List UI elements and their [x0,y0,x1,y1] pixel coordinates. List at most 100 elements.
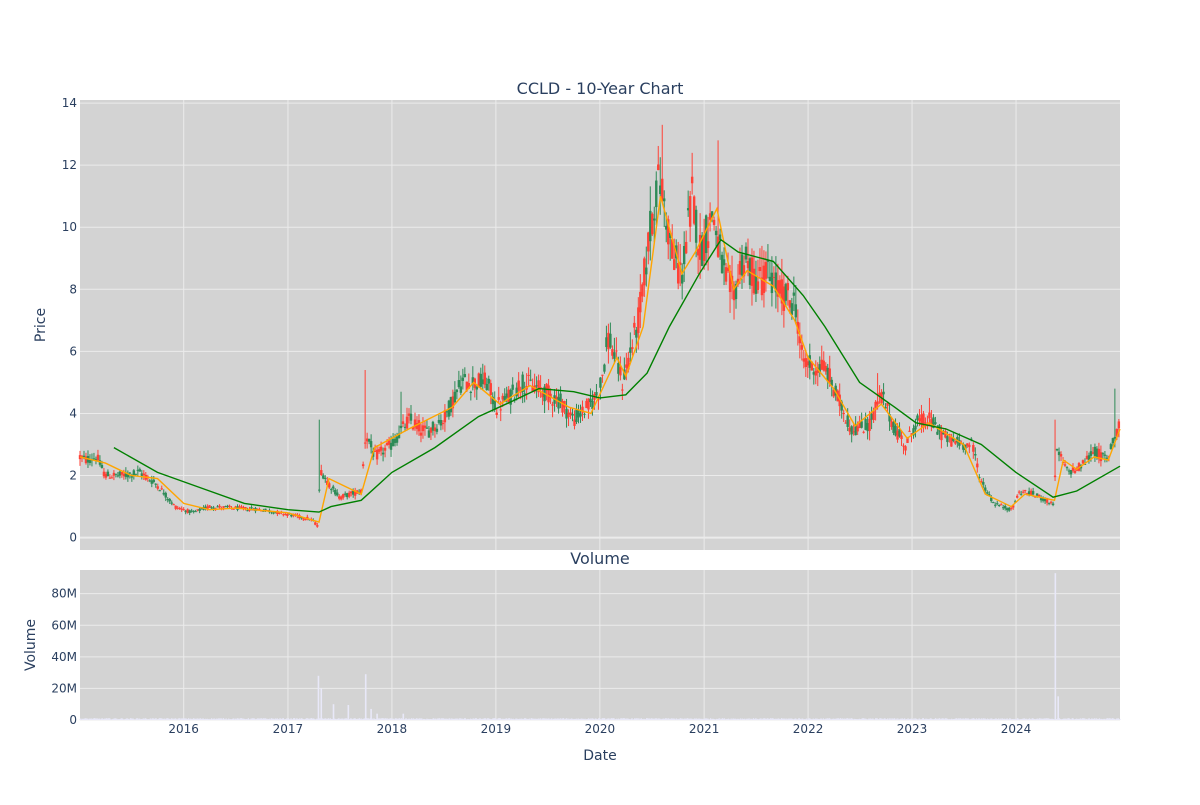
volume-bar [616,718,618,720]
volume-bar [657,718,660,720]
candle-body [920,414,923,425]
price-tick-label: 0 [69,531,77,545]
volume-tick-label: 60M [51,618,77,632]
volume-bar [688,718,690,720]
volume-bar [1096,718,1098,720]
volume-bar [794,718,796,720]
candle-body [1057,451,1061,456]
volume-subplot-title: Volume [570,549,630,568]
price-tick-label: 4 [69,406,77,420]
volume-bar [834,718,837,720]
volume-bar [777,718,779,720]
volume-bar [692,719,694,720]
volume-bar [396,718,398,720]
volume-bar [233,718,235,720]
volume-bar [1061,719,1063,720]
volume-bar [494,718,496,720]
candle-body [1051,503,1055,506]
candle-body [264,508,267,511]
volume-bar [733,718,736,720]
volume-bar [427,719,429,720]
volume-bar [445,718,447,720]
volume-bar [610,718,612,720]
candle-body [284,513,287,515]
candle-body [491,396,494,405]
volume-bar [627,718,629,720]
volume-bar [852,719,854,720]
volume-bar [926,719,928,720]
volume-bar [138,718,140,720]
volume-bar [798,718,801,720]
volume-bar [117,719,119,720]
volume-bar [254,719,256,720]
candle-body [637,307,640,334]
volume-bar [903,718,905,720]
candle-body [1019,493,1023,495]
volume-bar [956,718,958,720]
candle-body [1083,463,1087,465]
candle-body [218,505,221,508]
volume-bar [99,718,101,720]
volume-bar [716,718,718,720]
volume-bar [698,718,701,720]
candle-body [1023,490,1027,492]
candle-body [206,506,209,509]
volume-bar [775,718,777,720]
volume-bar [119,719,121,720]
volume-bar [223,719,226,720]
volume-bar [1091,718,1093,720]
volume-bar [216,718,219,720]
candle-body [1041,497,1045,501]
volume-bar [492,718,494,720]
volume-bar [391,718,393,720]
volume-bar [482,718,484,720]
volume-bar [382,718,384,720]
candle-body [168,498,171,502]
candle-body [900,435,903,440]
volume-bar [743,718,745,720]
volume-bar [643,718,645,720]
candle-body [764,262,768,279]
volume-bar [252,718,255,720]
volume-bar [843,718,845,720]
candle-body [1065,467,1069,469]
volume-bar [423,718,425,720]
volume-bar [592,718,595,720]
volume-bar [274,719,276,720]
volume-bar [897,718,899,720]
volume-bar [420,718,422,720]
volume-bar [158,718,161,720]
volume-bar [590,718,592,720]
volume-bar [972,718,974,720]
volume-bar [892,718,895,720]
volume-bar [522,719,524,720]
volume-bar [689,718,691,720]
candle-body [750,257,754,286]
volume-bar [569,718,572,720]
candle-body [347,492,351,497]
volume-bar [609,719,611,720]
volume-bar [370,708,372,720]
volume-bar [717,718,719,720]
volume-bar [581,718,584,720]
volume-bar [937,718,939,720]
candle-body [1067,470,1071,472]
volume-bar [572,719,574,720]
volume-bar [934,718,937,720]
volume-bar [867,719,869,720]
volume-bar [231,719,233,720]
candle-body [222,506,225,508]
volume-bar [1044,718,1046,720]
volume-bar [1046,718,1048,720]
volume-bar [347,705,350,720]
volume-bar [534,718,537,720]
volume-bar [300,718,302,720]
volume-bar [436,718,438,720]
candle-body [1027,491,1031,496]
volume-bar [153,718,155,720]
volume-bar [549,719,551,720]
volume-bar [861,718,863,720]
volume-bar [455,718,457,720]
volume-bar [823,719,825,720]
